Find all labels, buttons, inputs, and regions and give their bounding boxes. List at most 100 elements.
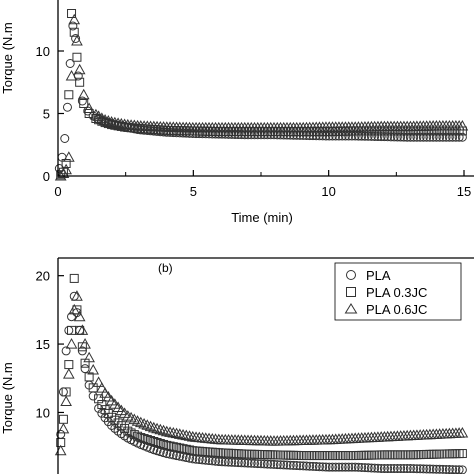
panel-b-triangle-marker — [167, 426, 180, 438]
panel-b-circle-marker — [240, 458, 250, 468]
panel-a-circle-marker — [370, 131, 380, 141]
panel-a-circle-marker — [457, 132, 467, 142]
panel-b-circle-marker — [308, 461, 318, 471]
panel-a-circle-marker — [399, 132, 409, 142]
panel-b-circle-marker — [292, 461, 302, 471]
panel-b-circle-marker — [61, 346, 71, 356]
panel-b-circle-marker — [412, 464, 422, 474]
panel-a-circle-marker — [444, 132, 454, 142]
panel-b-square-marker — [120, 423, 130, 433]
panel-b-legend: PLA PLA 0.3JC PLA 0.6JC — [334, 262, 462, 321]
panel-b-circle-marker — [217, 457, 227, 467]
panel-b-circle-marker — [88, 391, 98, 401]
panel-b-circle-marker — [275, 460, 285, 470]
panel-a-triangle-marker — [57, 167, 70, 178]
panel-b-triangle-marker — [121, 410, 134, 421]
panel-b-circle-marker — [366, 463, 376, 473]
panel-a-circle-marker — [350, 131, 360, 141]
panel-a-y-ticks: 0 5 10 — [36, 44, 64, 184]
panel-b-square-marker — [185, 445, 195, 455]
panel-b-circle-marker — [269, 459, 279, 469]
panel-b-y-tick-label: 10 — [36, 405, 50, 420]
panel-b-square-marker — [126, 428, 136, 438]
panel-b-triangle-marker — [68, 303, 81, 315]
panel-a-triangle-marker — [83, 102, 95, 113]
panel-b-circle-marker — [233, 458, 243, 468]
panel-b-square-marker — [142, 435, 152, 445]
panel-b-triangle-marker — [95, 382, 108, 393]
panel-b-square-marker — [146, 436, 156, 446]
panel-b-triangle-marker — [164, 426, 176, 437]
panel-a-x-tick-label: 5 — [190, 184, 197, 199]
panel-a-triangle-marker — [102, 115, 115, 126]
panel-a-square-marker — [75, 77, 85, 87]
panel-a-triangle-marker — [62, 151, 75, 162]
panel-b-square-marker — [116, 421, 126, 431]
panel-a-circle-marker — [344, 131, 354, 141]
panel-b-square-marker — [152, 437, 162, 447]
panel-a-triangle-marker — [456, 119, 469, 131]
panel-a-data-markers — [54, 9, 469, 181]
panel-a-square-marker — [79, 99, 89, 108]
panel-a-circle-marker — [409, 132, 419, 142]
panel-b-circle-marker — [237, 458, 247, 468]
panel-b-square-marker — [139, 434, 149, 444]
panel-b-triangle-marker — [144, 420, 157, 432]
panel-a-triangle-marker — [71, 34, 83, 46]
panel-a-triangle-marker — [73, 63, 86, 75]
panel-a-y-axis-label: Torque (N.m — [0, 22, 15, 94]
panel-a-circle-marker — [71, 34, 81, 43]
panel-b-square-marker — [94, 394, 104, 404]
panel-b-data-markers — [54, 273, 469, 474]
panel-b-circle-marker — [334, 462, 344, 472]
panel-a-circle-marker — [389, 132, 399, 142]
panel-b-y-axis-label: Torque (N.m — [0, 362, 15, 434]
panel-b-circle-marker — [224, 457, 234, 467]
panel-a-circle-marker — [363, 131, 373, 141]
panel-b-circle-marker — [418, 464, 428, 474]
panel-b-circle-marker — [337, 462, 347, 472]
panel-a-triangle-marker — [112, 117, 124, 128]
panel-a-circle-marker — [60, 134, 70, 143]
panel-b-circle-marker — [279, 460, 289, 470]
panel-b-triangle-marker — [134, 416, 147, 428]
panel-a-square-marker — [67, 9, 77, 18]
panel-b-triangle-marker — [73, 310, 86, 322]
panel-a-triangle-marker — [115, 117, 128, 129]
panel-b-y-tick-label: 20 — [36, 269, 50, 284]
panel-b-circle-marker — [399, 464, 409, 474]
legend-square-icon — [346, 287, 356, 297]
panel-b-circle-marker — [396, 464, 406, 474]
panel-b-circle-marker — [402, 464, 412, 474]
panel-b-circle-marker — [344, 462, 354, 472]
panel-b-circle-marker — [64, 325, 74, 335]
panel-b-triangle-marker — [147, 421, 160, 433]
panel-b-circle-marker — [392, 464, 402, 474]
panel-a-x-ticks: 0 5 10 15 — [54, 170, 471, 199]
panel-b-triangle-marker — [180, 429, 193, 441]
panel-a-circle-marker — [405, 132, 415, 142]
panel-b-circle-marker — [425, 464, 435, 474]
panel-b-circle-marker — [272, 460, 282, 470]
panel-b-circle-marker — [324, 462, 334, 472]
panel-b-circle-marker — [318, 462, 328, 472]
panel-a-square-marker — [64, 90, 74, 100]
panel-b-circle-marker — [285, 460, 295, 470]
panel-b-triangle-marker — [125, 411, 137, 423]
panel-b-circle-marker — [376, 463, 386, 473]
panel-b-triangle-marker — [57, 422, 70, 434]
panel-b-triangle-marker — [131, 415, 144, 426]
panel-b-square-marker — [149, 437, 159, 447]
panel-b-square-marker — [181, 444, 191, 454]
panel-a-y-tick-label: 0 — [43, 169, 50, 184]
panel-b-circle-marker — [415, 464, 425, 474]
panel-b-triangle-marker — [62, 368, 75, 379]
panel-b-chart: 10 15 20 Torque (N.m (b) PLA PLA 0.3JC PLA… — [0, 257, 474, 474]
panel-b-circle-marker — [347, 462, 357, 472]
panel-b-square-marker — [159, 439, 169, 449]
panel-b-y-ticks: 10 15 20 — [36, 269, 64, 420]
panel-b-circle-marker — [250, 458, 260, 468]
panel-b-circle-marker — [253, 459, 263, 469]
panel-b-circle-marker — [262, 459, 272, 469]
panel-b-circle-marker — [230, 457, 240, 467]
